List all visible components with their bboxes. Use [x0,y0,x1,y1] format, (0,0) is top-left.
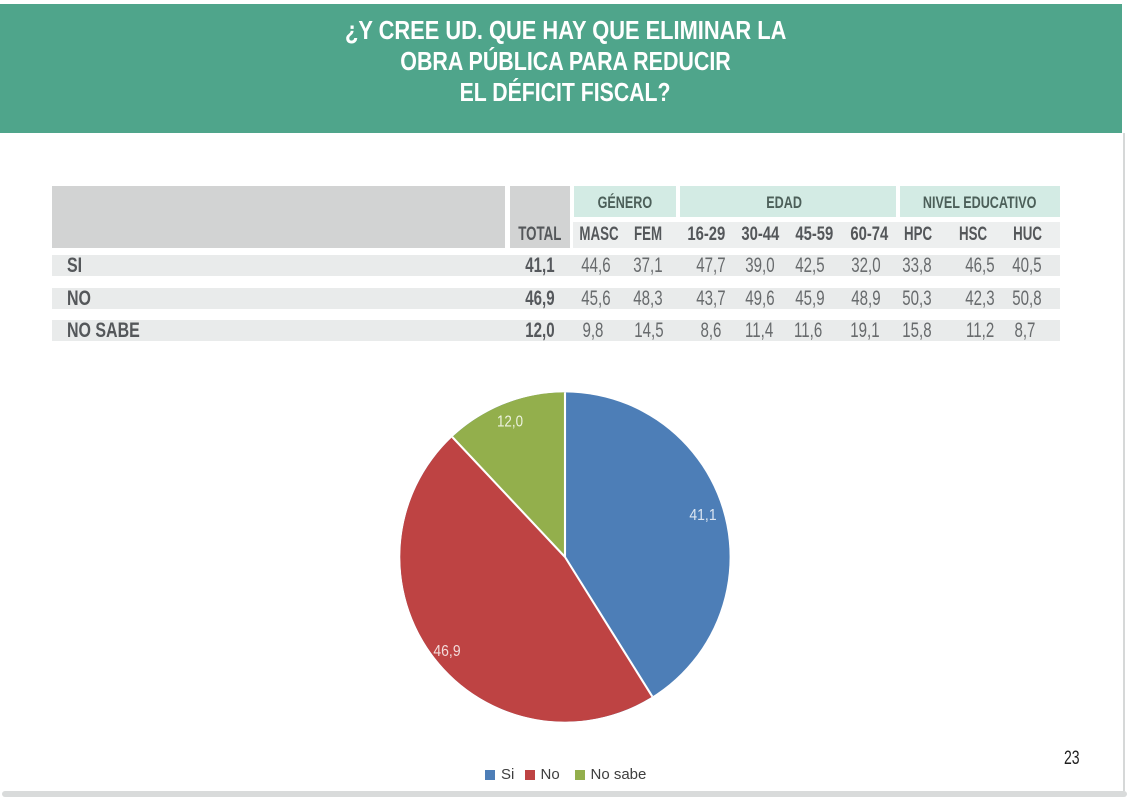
svg-text:46,9: 46,9 [433,643,460,660]
svg-text:41,1: 41,1 [689,507,716,524]
svg-text:12,0: 12,0 [497,414,523,431]
